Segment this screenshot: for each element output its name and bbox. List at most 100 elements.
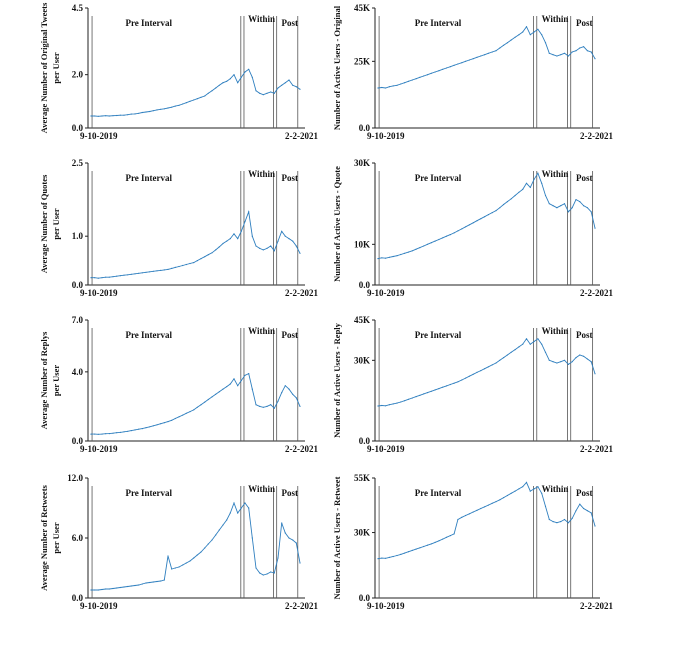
- interval-label-within: Within: [542, 169, 569, 179]
- y-tick-label: 4.5: [72, 3, 84, 13]
- data-point: [281, 392, 283, 394]
- data-point: [248, 507, 250, 509]
- data-point: [552, 361, 554, 363]
- y-axis-label: Average Number of Retweets: [39, 484, 49, 590]
- data-point: [127, 585, 129, 588]
- data-point: [518, 346, 520, 348]
- data-point: [396, 255, 398, 257]
- data-point: [560, 361, 562, 363]
- data-point: [211, 252, 213, 254]
- data-point: [108, 433, 110, 435]
- data-point: [233, 378, 235, 380]
- data-point: [396, 84, 398, 86]
- x-label-end: 2-2-2021: [580, 444, 613, 454]
- data-point: [90, 589, 92, 591]
- data-point: [484, 54, 486, 56]
- data-point: [189, 100, 191, 102]
- data-point: [442, 237, 444, 239]
- data-point: [491, 364, 493, 366]
- data-point: [445, 385, 448, 387]
- data-point: [277, 87, 279, 89]
- data-point: [438, 238, 440, 241]
- data-point: [407, 551, 410, 553]
- data-point: [529, 34, 531, 36]
- data-point: [499, 359, 501, 361]
- data-point: [266, 405, 268, 407]
- data-point: [594, 373, 596, 375]
- y-tick-label: 0.0: [359, 280, 371, 290]
- data-point: [130, 113, 132, 115]
- data-point: [215, 393, 217, 395]
- data-point: [200, 96, 202, 98]
- data-point: [244, 374, 246, 376]
- data-point: [288, 388, 290, 390]
- data-point: [583, 507, 585, 510]
- data-point: [514, 490, 516, 492]
- data-point: [487, 52, 489, 54]
- data-point: [579, 47, 581, 49]
- interval-label-within: Within: [248, 14, 275, 24]
- data-point: [244, 221, 246, 223]
- data-point: [461, 516, 463, 518]
- x-label-start: 9-10-2019: [367, 601, 405, 611]
- data-point: [449, 66, 451, 68]
- data-point: [419, 76, 421, 78]
- data-point: [579, 201, 581, 203]
- data-point: [537, 486, 539, 488]
- data-point: [480, 370, 482, 372]
- data-point: [277, 400, 279, 402]
- data-point: [94, 277, 96, 279]
- y-axis-label: per User: [51, 365, 61, 396]
- interval-label-within: Within: [248, 326, 275, 336]
- data-point: [510, 198, 512, 200]
- data-point: [533, 178, 535, 180]
- data-point: [484, 216, 486, 218]
- data-point: [171, 568, 173, 570]
- data-point: [506, 42, 508, 44]
- data-point: [248, 373, 250, 375]
- data-point: [171, 106, 173, 108]
- data-point: [141, 272, 143, 274]
- data-point: [522, 188, 524, 190]
- interval-label-post: Post: [576, 173, 593, 183]
- data-point: [108, 276, 110, 278]
- data-point: [127, 274, 129, 276]
- data-point: [388, 86, 390, 88]
- panel-retweet_avg: 0.0 6.0 12.0 9-10-2019 2-2-2021 Average Numbe…: [39, 473, 318, 611]
- data-point: [152, 270, 154, 272]
- data-point: [442, 538, 444, 540]
- data-point: [174, 105, 176, 107]
- y-tick-label: 45K: [354, 315, 370, 325]
- data-point: [222, 242, 224, 245]
- data-point: [178, 416, 180, 418]
- data-point: [381, 257, 383, 259]
- data-point: [400, 253, 402, 256]
- data-point: [468, 513, 470, 515]
- data-point: [94, 589, 96, 591]
- data-point: [226, 386, 228, 388]
- data-point: [185, 102, 187, 104]
- data-point: [453, 64, 455, 66]
- data-point: [449, 234, 451, 236]
- data-point: [544, 42, 547, 44]
- data-point: [445, 536, 448, 538]
- data-point: [495, 50, 497, 52]
- data-point: [461, 228, 463, 230]
- data-point: [385, 405, 387, 407]
- data-point: [480, 55, 482, 57]
- data-point: [273, 250, 275, 252]
- data-point: [277, 557, 279, 559]
- data-point: [240, 507, 242, 509]
- series-line: [91, 68, 301, 117]
- interval-label-pre-interval: Pre Interval: [125, 330, 172, 340]
- y-tick-label: 7.0: [72, 315, 84, 325]
- data-point: [529, 490, 531, 492]
- y-axis-label: Number of Active Users - Retweet: [332, 476, 342, 599]
- data-point: [101, 115, 103, 117]
- data-point: [510, 351, 512, 353]
- data-point: [571, 207, 573, 209]
- panel-retweet_users: 0.0 30K 55K 9-10-2019 2-2-2021 Number of Acti…: [332, 473, 613, 611]
- y-axis-label: Number of Active Users - Reply: [332, 322, 342, 438]
- data-point: [145, 271, 147, 273]
